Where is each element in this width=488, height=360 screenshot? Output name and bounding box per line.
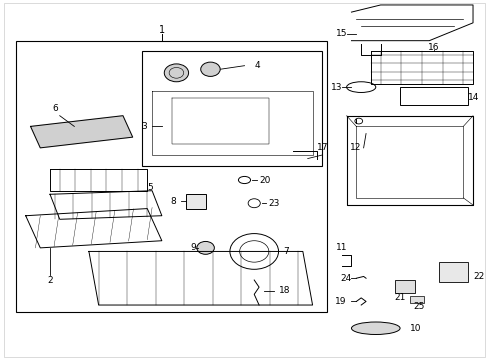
Circle shape <box>197 242 214 254</box>
Bar <box>409 296 424 303</box>
Text: 10: 10 <box>409 324 421 333</box>
Text: 16: 16 <box>427 43 439 52</box>
Text: 12: 12 <box>349 143 361 152</box>
Circle shape <box>164 64 188 82</box>
Text: 15: 15 <box>335 29 347 38</box>
Text: 2: 2 <box>47 275 53 284</box>
Bar <box>394 280 414 293</box>
Text: 17: 17 <box>317 143 328 152</box>
Text: 18: 18 <box>278 286 289 295</box>
Bar <box>16 41 326 312</box>
Text: 5: 5 <box>147 183 153 192</box>
Text: 9: 9 <box>190 243 196 252</box>
Text: 19: 19 <box>334 297 346 306</box>
Ellipse shape <box>351 322 399 334</box>
Text: 6: 6 <box>52 104 58 113</box>
Bar <box>399 87 467 105</box>
Text: 8: 8 <box>170 197 176 206</box>
Text: 14: 14 <box>467 93 479 102</box>
Text: 21: 21 <box>394 293 405 302</box>
Bar <box>186 194 205 208</box>
Text: 7: 7 <box>283 247 288 256</box>
Bar <box>438 262 467 282</box>
Bar <box>142 51 322 166</box>
Text: 1: 1 <box>159 25 164 35</box>
Circle shape <box>201 62 220 76</box>
Text: 4: 4 <box>254 61 259 70</box>
Polygon shape <box>30 116 132 148</box>
Text: 24: 24 <box>340 274 351 283</box>
Text: 20: 20 <box>259 176 270 185</box>
Text: 22: 22 <box>472 272 483 281</box>
Text: 13: 13 <box>330 83 342 92</box>
Text: 23: 23 <box>268 199 280 208</box>
Text: 3: 3 <box>141 122 147 131</box>
Text: 25: 25 <box>413 302 425 311</box>
Text: 11: 11 <box>335 243 347 252</box>
